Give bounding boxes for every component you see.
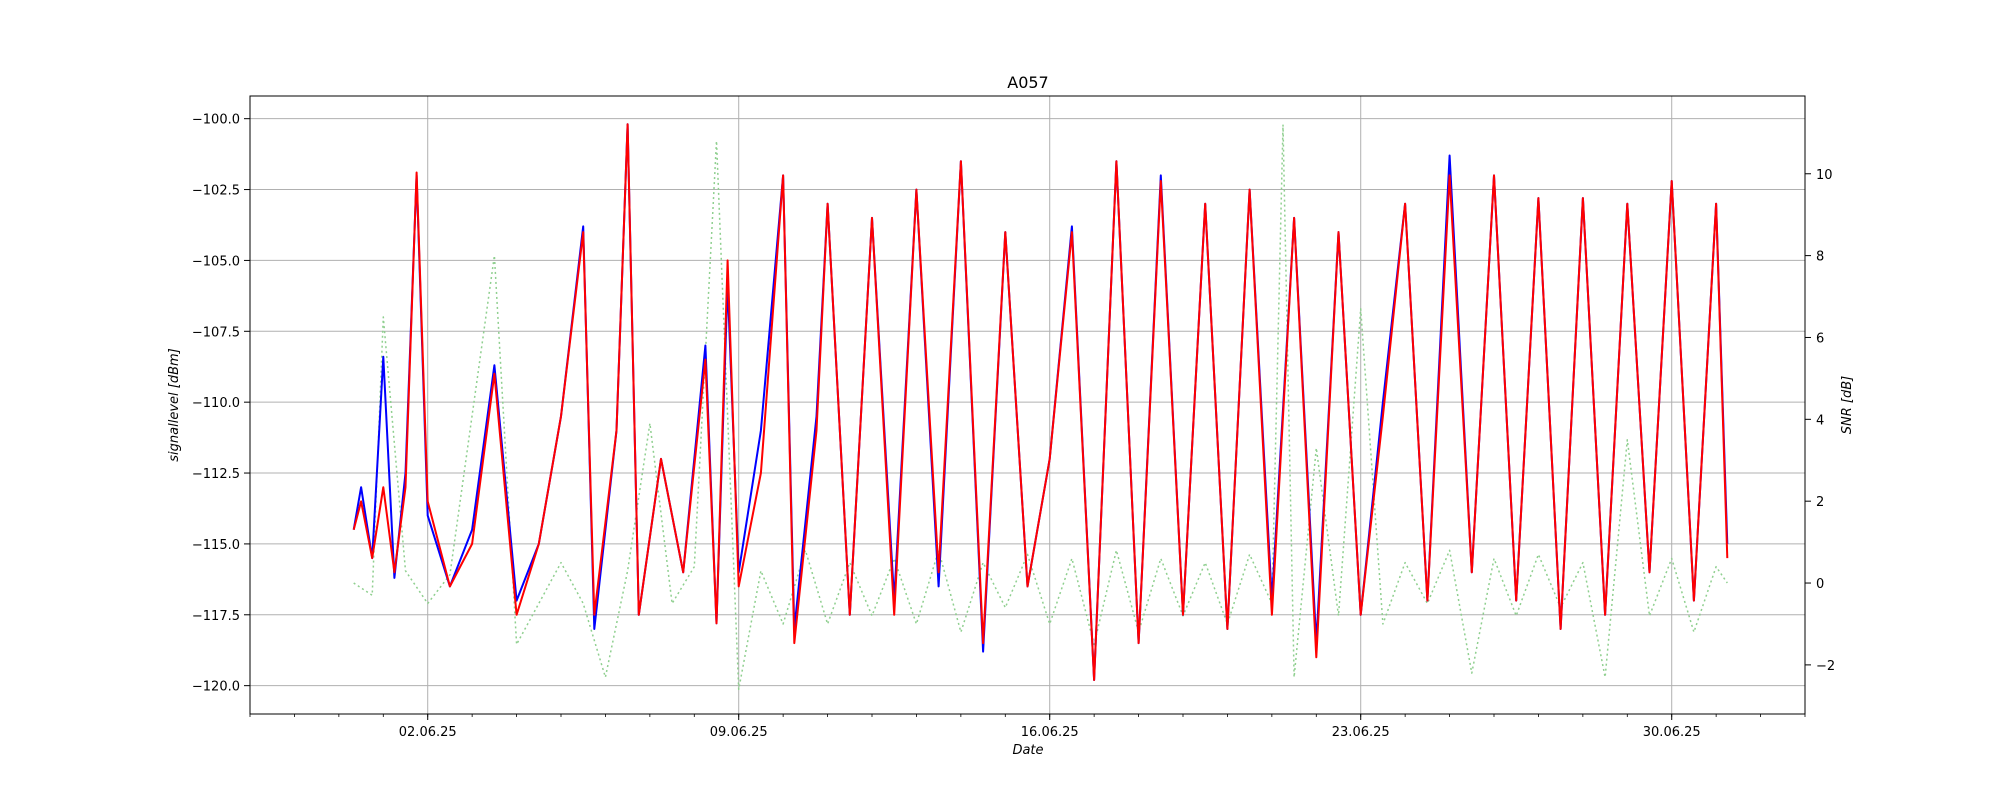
- y-tick-label: −117.5: [192, 609, 240, 624]
- series-line-1: [352, 123, 1729, 681]
- y-tick-label: −100.0: [192, 113, 240, 128]
- y-tick-label: −110.0: [192, 396, 240, 411]
- y-axis-left-title: signallevel [dBm]: [167, 348, 182, 461]
- x-tick-label: 02.06.25: [399, 725, 457, 740]
- y2-tick-label: 8: [1816, 250, 1824, 265]
- x-axis: 02.06.25 09.06.25 16.06.25 23.06.25 30.06.25: [249, 714, 1806, 740]
- x-tick-label: 16.06.25: [1021, 725, 1079, 740]
- y2-tick-label: 0: [1816, 577, 1824, 592]
- x-tick-label: 30.06.25: [1643, 725, 1701, 740]
- x-axis-title: Date: [1012, 743, 1043, 758]
- chart-title: A057: [1007, 73, 1048, 92]
- y-tick-label: −102.5: [192, 184, 240, 199]
- y-tick-label: −120.0: [192, 680, 240, 695]
- series-layer: [352, 123, 1729, 691]
- x-tick-label: 09.06.25: [710, 725, 768, 740]
- series-line-2: [353, 123, 1728, 691]
- y-tick-label: −107.5: [192, 325, 240, 340]
- y2-tick-label: 4: [1816, 413, 1824, 428]
- y-axis-right: 10 8 6 4 2 0 −2: [1805, 168, 1835, 674]
- y-tick-label: −115.0: [192, 538, 240, 553]
- y2-tick-label: 2: [1816, 495, 1824, 510]
- y-tick-label: −112.5: [192, 467, 240, 482]
- y-axis-left: −100.0 −102.5 −105.0 −107.5 −110.0 −112.5 −115…: [192, 113, 250, 695]
- y2-tick-label: 6: [1816, 331, 1824, 346]
- y-axis-right-title: SNR [dB]: [1840, 376, 1855, 434]
- y-tick-label: −105.0: [192, 254, 240, 269]
- y2-tick-label: 10: [1816, 168, 1833, 183]
- x-tick-label: 23.06.25: [1332, 725, 1390, 740]
- plot-frame: [249, 95, 1806, 715]
- y2-tick-label: −2: [1816, 659, 1835, 674]
